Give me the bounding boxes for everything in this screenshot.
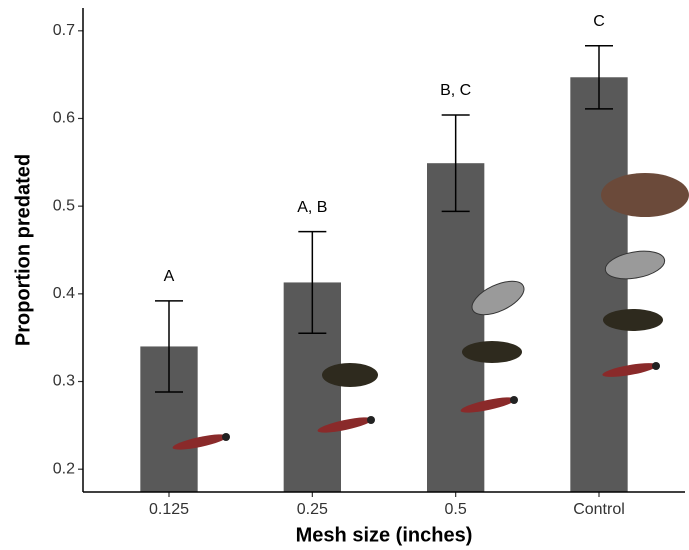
insect-illustrations (172, 173, 689, 450)
significance-letter: A (164, 268, 175, 285)
bars (140, 77, 628, 492)
x-tick-label: 0.125 (149, 501, 189, 518)
y-axis-title: Proportion predated (12, 154, 34, 346)
carabid-beetle (471, 280, 525, 316)
y-tick-label: 0.3 (53, 373, 75, 390)
bar (570, 77, 628, 492)
y-tick-label: 0.2 (53, 460, 75, 477)
shrew (601, 173, 689, 217)
x-tick-label: Control (573, 501, 625, 518)
y-tick-label: 0.7 (53, 22, 75, 39)
y-tick-label: 0.4 (53, 285, 75, 302)
rove-beetle (460, 396, 518, 413)
bar (427, 163, 485, 492)
ground-beetle (322, 363, 378, 387)
y-tick-label: 0.6 (53, 110, 75, 127)
significance-letter: A, B (297, 199, 327, 216)
rove-beetle (172, 433, 230, 450)
x-tick-label: 0.5 (445, 501, 467, 518)
ground-beetle (462, 341, 522, 363)
rove-beetle (602, 362, 660, 377)
x-axis-title: Mesh size (inches) (296, 524, 473, 546)
ground-beetle (603, 309, 663, 331)
x-tick-label: 0.25 (297, 501, 328, 518)
y-tick-label: 0.5 (53, 197, 75, 214)
carabid-beetle (604, 250, 666, 280)
significance-letter: C (593, 13, 605, 30)
significance-letter: B, C (440, 82, 471, 99)
rove-beetle (317, 416, 375, 433)
